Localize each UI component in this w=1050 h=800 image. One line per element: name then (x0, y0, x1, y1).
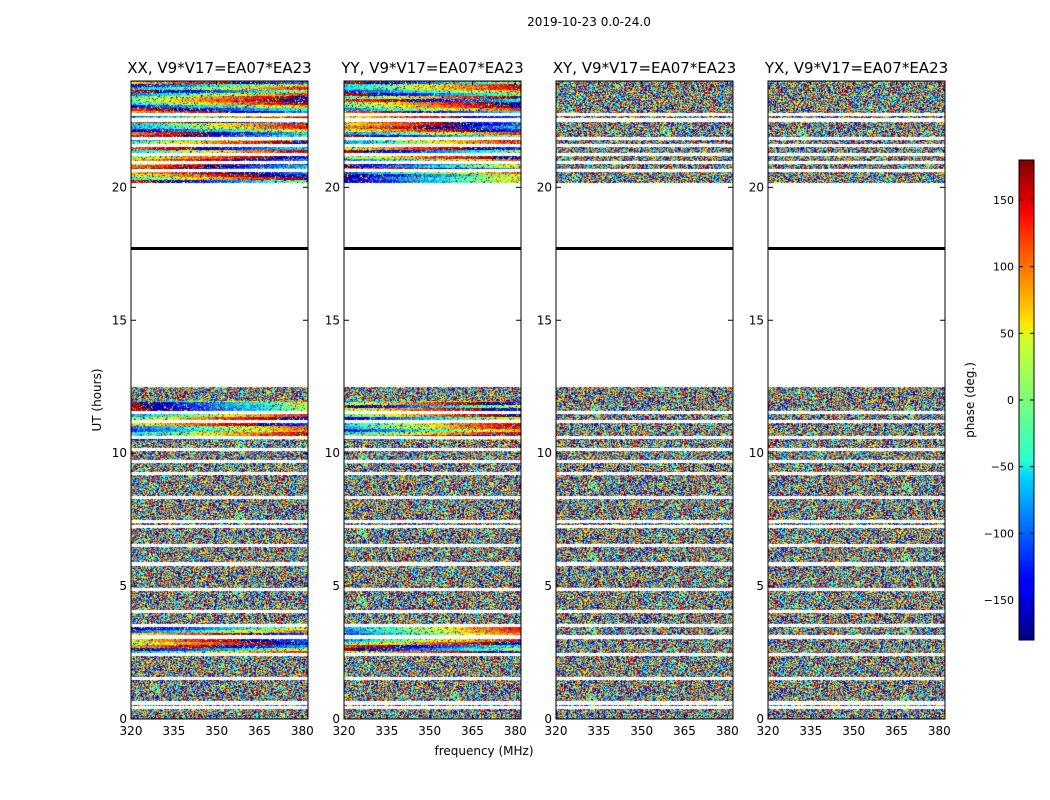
colorbar-tick-label: 50 (1000, 327, 1014, 340)
x-tick-label: 335 (587, 724, 610, 738)
panel-frame-0 (130, 80, 309, 720)
y-tick-label: 5 (119, 579, 127, 593)
y-tick-label: 10 (325, 446, 340, 460)
panel-2: XY, V9*V17=EA07*EA23 320 335 350 365 380 0 5 10 1… (537, 59, 739, 738)
panel-0: XX, V9*V17=EA07*EA23 320 335 350 365 380 0 5 10 1… (112, 59, 314, 738)
y-tick-label: 20 (537, 180, 552, 194)
panel-frame-1 (343, 80, 522, 720)
y-tick-label: 15 (325, 313, 340, 327)
heatmap-raster-3 (768, 81, 945, 719)
x-tick-label: 350 (630, 724, 653, 738)
panel-frame-3 (767, 80, 946, 720)
x-tick-label: 380 (504, 724, 527, 738)
y-tick-label: 15 (749, 313, 764, 327)
panels-group: XX, V9*V17=EA07*EA23 320 335 350 365 380 0 5 10 1… (112, 59, 951, 738)
y-tick-label: 20 (112, 180, 127, 194)
panel-title-3: YX, V9*V17=EA07*EA23 (764, 59, 948, 77)
x-axis-label: frequency (MHz) (434, 744, 533, 758)
y-tick-label: 0 (332, 712, 340, 726)
y-axis-label: UT (hours) (90, 368, 104, 431)
y-tick-label: 15 (112, 313, 127, 327)
x-tick-label: 335 (162, 724, 185, 738)
y-tick-label: 5 (332, 579, 340, 593)
colorbar: phase (deg.) −150 −100 −50 0 50 100 150 (963, 159, 1035, 641)
x-tick-label: 350 (842, 724, 865, 738)
y-tick-label: 0 (756, 712, 764, 726)
colorbar-tick-label: 150 (993, 194, 1014, 207)
x-tick-label: 380 (291, 724, 314, 738)
x-tick-label: 320 (333, 724, 356, 738)
y-tick-label: 10 (749, 446, 764, 460)
y-tick-label: 10 (537, 446, 552, 460)
colorbar-label: phase (deg.) (963, 362, 977, 438)
x-tick-label: 335 (799, 724, 822, 738)
colorbar-tick-label: −50 (991, 461, 1014, 474)
x-tick-label: 350 (205, 724, 228, 738)
x-tick-label: 365 (248, 724, 271, 738)
colorbar-tick-label: −150 (984, 594, 1014, 607)
panel-title-0: XX, V9*V17=EA07*EA23 (127, 59, 311, 77)
panel-title-2: XY, V9*V17=EA07*EA23 (553, 59, 736, 77)
heatmap-raster-1 (344, 81, 521, 719)
y-tick-label: 5 (756, 579, 764, 593)
x-tick-label: 335 (375, 724, 398, 738)
y-tick-label: 10 (112, 446, 127, 460)
x-tick-label: 380 (716, 724, 739, 738)
panel-1: YY, V9*V17=EA07*EA23 320 335 350 365 380 0 5 10 1… (325, 59, 527, 738)
colorbar-tick-label: −100 (984, 527, 1014, 540)
panel-3: YX, V9*V17=EA07*EA23 320 335 350 365 380 0 5 10 1… (749, 59, 951, 738)
y-tick-label: 0 (544, 712, 552, 726)
colorbar-tick-label: 100 (993, 261, 1014, 274)
figure-suptitle: 2019-10-23 0.0-24.0 (527, 15, 651, 29)
heatmap-raster-0 (131, 81, 308, 719)
heatmap-raster-2 (556, 81, 733, 719)
x-tick-label: 380 (928, 724, 951, 738)
y-tick-label: 20 (749, 180, 764, 194)
y-tick-label: 5 (544, 579, 552, 593)
colorbar-tick-label: 0 (1007, 394, 1014, 407)
x-tick-label: 365 (461, 724, 484, 738)
x-tick-label: 320 (757, 724, 780, 738)
panel-frame-2 (555, 80, 734, 720)
x-tick-label: 365 (673, 724, 696, 738)
y-tick-label: 15 (537, 313, 552, 327)
y-tick-label: 0 (119, 712, 127, 726)
x-tick-label: 320 (120, 724, 143, 738)
x-tick-label: 350 (418, 724, 441, 738)
y-tick-label: 20 (325, 180, 340, 194)
panel-title-1: YY, V9*V17=EA07*EA23 (340, 59, 523, 77)
x-tick-label: 365 (885, 724, 908, 738)
x-tick-label: 320 (545, 724, 568, 738)
